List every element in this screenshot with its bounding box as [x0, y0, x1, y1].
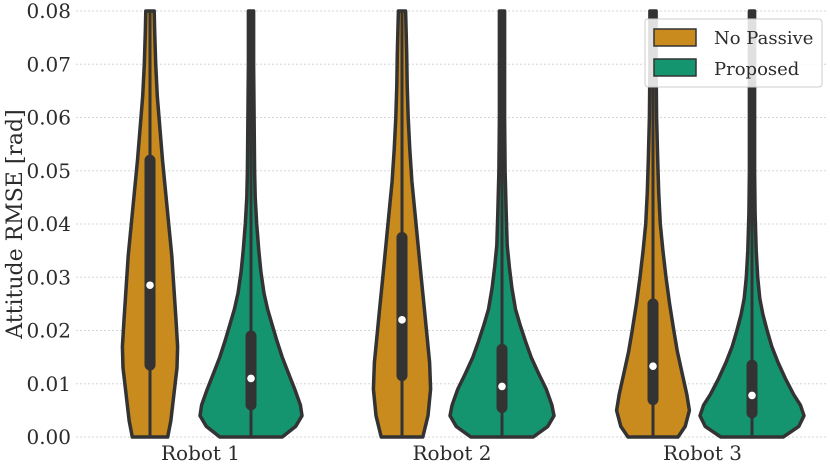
violin-median: [146, 281, 154, 290]
grid-lines: [76, 10, 827, 438]
y-tick-label: 0.04: [26, 212, 71, 236]
violin: [120, 9, 180, 439]
y-axis-label: Attitude RMSE [rad]: [3, 109, 28, 339]
violin-median: [498, 382, 506, 391]
violin-iqr-box: [144, 154, 156, 371]
violin-iqr-box: [496, 343, 508, 414]
legend: No Passive Proposed: [644, 18, 823, 88]
legend-swatch-no-passive: [653, 28, 697, 47]
y-tick-label: 0.07: [26, 52, 71, 76]
violin: [198, 9, 304, 439]
y-tick-label: 0.06: [26, 106, 71, 130]
y-tick-label: 0.00: [26, 425, 71, 449]
violin: [698, 9, 806, 439]
x-tick-labels: Robot 1 Robot 2 Robot 3: [161, 441, 742, 465]
x-tick-label: Robot 1: [161, 441, 240, 465]
violin: [371, 9, 433, 439]
y-tick-label: 0.01: [26, 372, 71, 396]
y-tick-label: 0.03: [26, 265, 71, 289]
violin-median: [748, 391, 756, 400]
y-tick-label: 0.05: [26, 159, 71, 183]
violin-median: [649, 362, 657, 370]
violin-median: [247, 374, 255, 383]
y-tick-labels: 0.00 0.01 0.02 0.03 0.04 0.05 0.06 0.07 0.08: [26, 0, 71, 449]
violin-iqr-box: [245, 330, 257, 411]
y-tick-label: 0.02: [26, 319, 71, 343]
y-tick-label: 0.08: [26, 0, 71, 23]
violin-iqr-box: [396, 231, 408, 382]
violin-iqr-box: [746, 359, 758, 419]
violin-iqr-box: [647, 298, 659, 406]
legend-label-no-passive: No Passive: [714, 28, 813, 49]
legend-label-proposed: Proposed: [714, 59, 799, 80]
violin-median: [398, 316, 406, 324]
x-tick-label: Robot 3: [663, 441, 742, 465]
legend-swatch-proposed: [653, 58, 697, 77]
x-tick-label: Robot 2: [412, 441, 491, 465]
violin: [448, 9, 556, 439]
